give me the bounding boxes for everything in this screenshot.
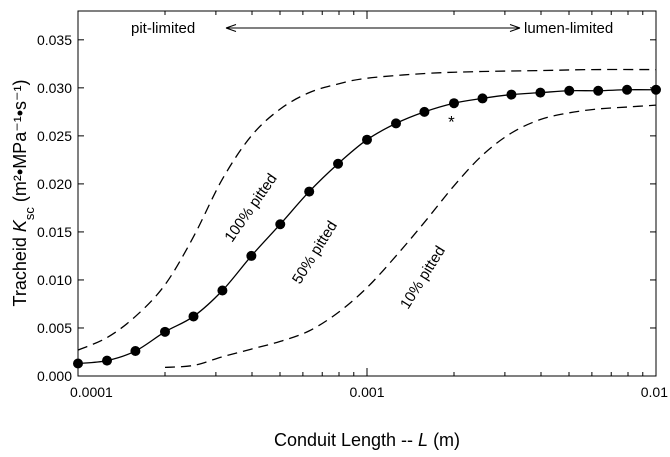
data-point bbox=[73, 358, 83, 369]
x-tick-label: 0.01 bbox=[641, 384, 668, 400]
data-point bbox=[362, 134, 372, 145]
asterisk-annotation: * bbox=[448, 112, 455, 131]
data-point bbox=[275, 219, 286, 230]
data-point bbox=[564, 85, 575, 96]
x-axis-label-variable: L bbox=[418, 430, 428, 450]
data-point bbox=[535, 87, 546, 98]
data-point bbox=[593, 85, 604, 96]
data-point bbox=[246, 250, 257, 261]
series-line-100-pitted bbox=[77, 68, 657, 351]
data-point bbox=[448, 98, 459, 109]
y-axis-label-variable: K bbox=[10, 219, 30, 232]
y-tick-label: 0.020 bbox=[37, 176, 72, 192]
data-point bbox=[130, 346, 141, 357]
arrow-head-left bbox=[225, 24, 237, 32]
y-tick-label: 0.015 bbox=[37, 224, 72, 240]
x-axis-label: Conduit Length -- L (m) bbox=[274, 430, 460, 450]
y-axis-label-units: (m²•MPa⁻¹•s⁻¹) bbox=[10, 80, 30, 208]
y-tick-label: 0.010 bbox=[37, 272, 72, 288]
y-axis-label-prefix: Tracheid bbox=[10, 232, 30, 306]
y-tick-label: 0.005 bbox=[37, 320, 72, 336]
x-axis-label-units: (m) bbox=[428, 430, 460, 450]
y-tick-label: 0.025 bbox=[37, 128, 72, 144]
x-axis-label-prefix: Conduit Length -- bbox=[274, 430, 418, 450]
data-point bbox=[419, 106, 430, 117]
x-tick-label: 0.001 bbox=[349, 384, 384, 400]
x-axis-ticks: 0.0001 0.001 0.01 bbox=[70, 11, 668, 400]
y-axis-ticks: 0.000 0.005 0.010 0.015 0.020 0.025 0.030 0.035 bbox=[37, 32, 656, 384]
plot-frame bbox=[77, 10, 657, 377]
y-tick-label: 0.035 bbox=[37, 32, 72, 48]
arrow-head-right bbox=[509, 24, 521, 32]
pit-limited-label: pit-limited bbox=[131, 20, 195, 37]
curve-label-10: 10% pitted bbox=[397, 243, 449, 312]
y-tick-label: 0.000 bbox=[37, 368, 72, 384]
data-point bbox=[477, 93, 488, 104]
lumen-limited-label: lumen-limited bbox=[524, 20, 613, 37]
curve-label-50: 50% pitted bbox=[289, 218, 341, 287]
y-axis-label-subscript: sc bbox=[22, 207, 37, 221]
data-point bbox=[217, 285, 228, 296]
data-point bbox=[391, 118, 402, 129]
data-point bbox=[622, 84, 633, 95]
series-line-10-pitted bbox=[164, 104, 657, 369]
data-point bbox=[159, 326, 170, 337]
x-tick-label: 0.0001 bbox=[70, 384, 113, 400]
data-point bbox=[651, 84, 661, 95]
y-tick-label: 0.030 bbox=[37, 80, 72, 96]
data-point bbox=[506, 89, 517, 100]
data-point bbox=[188, 311, 199, 322]
data-point bbox=[304, 186, 315, 197]
series-layer bbox=[73, 68, 661, 369]
data-point bbox=[102, 355, 113, 366]
y-axis-label: Tracheid Ksc (m²•MPa⁻¹•s⁻¹) bbox=[10, 80, 37, 307]
data-point bbox=[333, 158, 344, 169]
series-line-50-pitted bbox=[77, 89, 657, 365]
